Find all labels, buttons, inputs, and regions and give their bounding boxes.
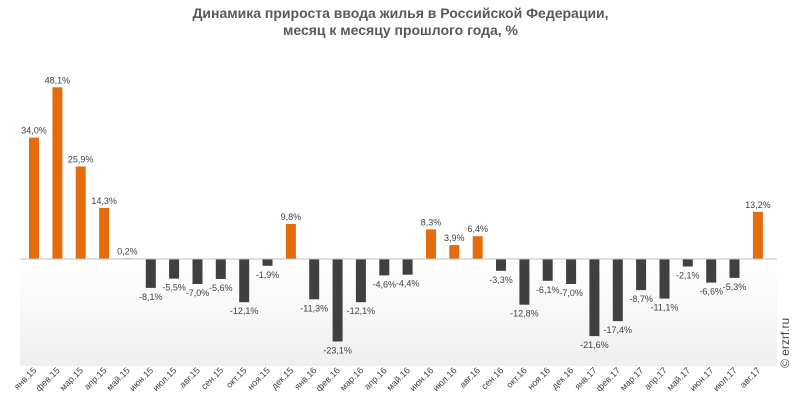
x-tick-label-фев.16: фев.16 [314, 365, 342, 393]
bar-фев.15 [52, 87, 63, 259]
x-tick-label-дек.16: дек.16 [550, 365, 576, 391]
x-tick-label-дек.15: дек.15 [269, 365, 295, 391]
bar-авг.17 [752, 211, 763, 259]
x-tick-label-мар.17: мар.17 [618, 365, 645, 392]
data-label-сен.16: -3,3% [489, 275, 513, 285]
data-label-дек.16: -7,0% [559, 288, 583, 298]
x-tick-label-апр.16: апр.16 [362, 365, 388, 391]
watermark: © erzrf.ru [774, 300, 794, 370]
data-label-окт.15: -12,1% [230, 306, 259, 316]
x-tick-label-май.16: май.16 [385, 365, 412, 392]
data-label-мар.16: -12,1% [347, 306, 376, 316]
x-tick-label-июл.15: июл.15 [151, 365, 179, 393]
data-label-апр.15: 14,3% [91, 196, 117, 206]
x-tick-label-май.17: май.17 [665, 365, 692, 392]
data-label-янв.16: -11,3% [300, 303, 328, 313]
watermark-text: © erzrf.ru [778, 317, 792, 368]
x-tick-label-фев.17: фев.17 [594, 365, 622, 393]
bar-ноя.16 [542, 259, 553, 281]
chart-title: Динамика прироста ввода жилья в Российск… [0, 5, 801, 39]
data-label-июн.16: 8,3% [421, 217, 442, 227]
x-tick-label-авг.16: авг.16 [458, 365, 482, 389]
bar-апр.15 [99, 207, 110, 259]
bar-янв.17 [589, 259, 600, 337]
x-tick-label-ноя.16: ноя.16 [526, 365, 552, 391]
x-tick-label-июл.16: июл.16 [431, 365, 459, 393]
x-tick-label-мар.16: мар.16 [338, 365, 365, 392]
data-label-фев.16: -23,1% [323, 346, 352, 356]
x-tick-label-апр.17: апр.17 [642, 365, 668, 391]
bar-июл.17 [729, 259, 740, 278]
bar-июн.16 [426, 229, 436, 259]
data-label-янв.15: 34,0% [21, 126, 47, 136]
x-tick-label-окт.15: окт.15 [224, 365, 249, 390]
x-tick-label-июн.15: июн.15 [127, 365, 155, 393]
data-label-июн.17: -6,6% [699, 287, 723, 297]
chart-title-line1: Динамика прироста ввода жилья в Российск… [192, 5, 609, 21]
bar-июн.17 [706, 259, 717, 283]
data-label-май.17: -2,1% [676, 271, 700, 281]
data-label-фев.17: -17,4% [604, 325, 633, 335]
bar-июл.15 [169, 259, 180, 279]
bar-окт.15 [239, 259, 250, 303]
x-tick-label-июл.17: июл.17 [711, 365, 739, 393]
data-label-авг.16: 6,4% [467, 224, 488, 234]
data-label-апр.17: -11,1% [651, 303, 679, 313]
bar-июн.15 [145, 259, 156, 288]
bar-май.16 [402, 259, 413, 275]
bar-авг.15 [192, 259, 203, 284]
data-label-май.15: 0,2% [117, 246, 138, 256]
bar-апр.16 [379, 259, 390, 276]
data-label-май.16: -4,4% [396, 279, 420, 289]
data-label-июл.17: -5,3% [723, 282, 747, 292]
data-label-фев.15: 48,1% [45, 75, 71, 85]
data-label-ноя.15: -1,9% [256, 270, 280, 280]
data-label-июн.15: -8,1% [139, 292, 163, 302]
bar-ноя.15 [262, 259, 273, 266]
x-tick-label-сен.15: сен.15 [199, 365, 225, 391]
bar-фев.17 [612, 259, 623, 322]
data-label-авг.17: 13,2% [745, 200, 771, 210]
x-tick-label-ноя.15: ноя.15 [245, 365, 271, 391]
bar-мар.15 [75, 166, 86, 259]
x-tick-label-май.15: май.15 [104, 365, 131, 392]
bar-янв.15 [29, 137, 39, 259]
data-label-мар.15: 25,9% [68, 155, 94, 165]
bar-дек.15 [285, 224, 296, 259]
x-tick-label-мар.15: мар.15 [58, 365, 85, 392]
bar-фев.16 [332, 259, 343, 342]
x-tick-label-авг.17: авг.17 [738, 365, 762, 389]
x-tick-label-сен.16: сен.16 [479, 365, 505, 391]
x-tick-label-окт.16: окт.16 [504, 365, 529, 390]
data-label-янв.17: -21,6% [580, 340, 609, 350]
bar-авг.16 [472, 236, 483, 259]
bar-апр.17 [659, 259, 670, 299]
x-tick-label-июн.17: июн.17 [688, 365, 716, 393]
bar-янв.16 [309, 259, 320, 300]
data-label-сен.15: -5,6% [209, 283, 233, 293]
x-tick-label-авг.15: авг.15 [178, 365, 202, 389]
data-label-авг.15: -7,0% [186, 288, 210, 298]
bar-дек.16 [566, 259, 577, 284]
bar-мар.17 [636, 259, 647, 291]
x-tick-label-июн.16: июн.16 [408, 365, 436, 393]
data-label-дек.15: 9,8% [281, 212, 302, 222]
data-label-июл.16: 3,9% [444, 233, 465, 243]
chart-title-line2: месяц к месяцу прошлого года, % [283, 22, 518, 38]
bar-сен.16 [496, 259, 506, 271]
bar-мар.16 [355, 259, 366, 303]
data-label-окт.16: -12,8% [510, 309, 539, 319]
data-label-мар.17: -8,7% [629, 294, 653, 304]
bar-окт.16 [519, 259, 530, 305]
bar-сен.15 [215, 259, 226, 279]
bar-июл.16 [449, 245, 460, 259]
x-tick-label-апр.15: апр.15 [82, 365, 108, 391]
data-label-июл.15: -5,5% [162, 283, 186, 293]
bar-май.17 [682, 259, 693, 267]
x-tick-label-фев.15: фев.15 [34, 365, 62, 393]
data-label-ноя.16: -6,1% [536, 285, 560, 295]
data-label-апр.16: -4,6% [373, 279, 397, 289]
